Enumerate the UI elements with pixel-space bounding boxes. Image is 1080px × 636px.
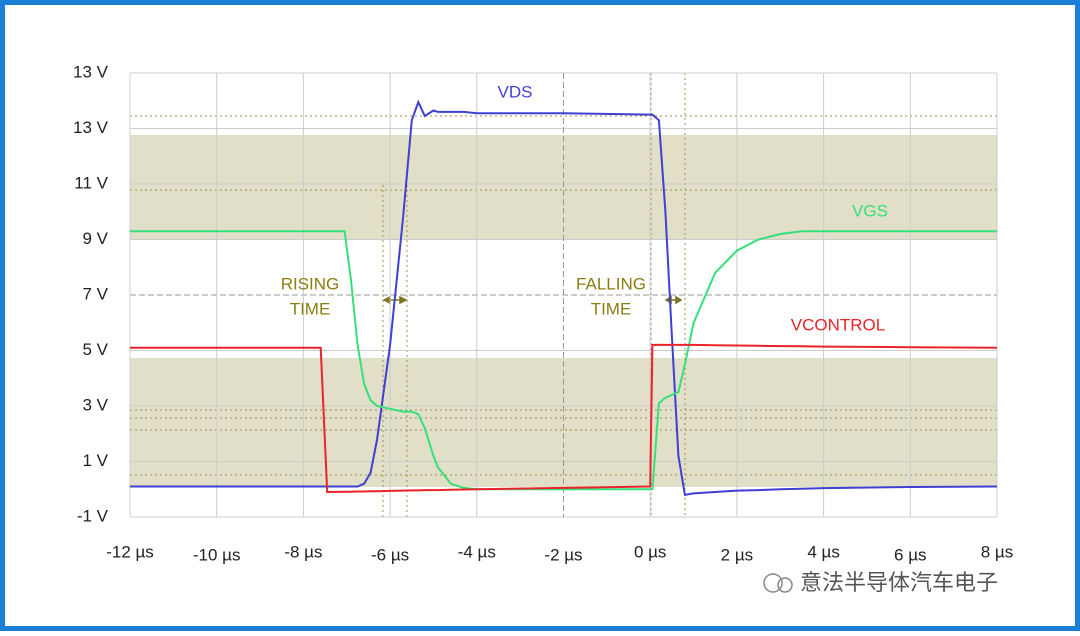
x-tick-label: -6 µs	[371, 545, 409, 564]
y-tick-label: 1 V	[82, 451, 108, 470]
x-tick-label: -2 µs	[544, 545, 582, 564]
annotation: RISING	[281, 274, 340, 293]
series-label: VGS	[852, 201, 888, 220]
annotation: TIME	[591, 299, 632, 318]
x-tick-label: 0 µs	[634, 542, 666, 561]
annotation: FALLING	[576, 274, 646, 293]
series-label: VCONTROL	[791, 315, 885, 334]
x-tick-label: 6 µs	[894, 545, 926, 564]
y-tick-label: 13 V	[73, 62, 109, 81]
annotation: TIME	[290, 299, 331, 318]
watermark-text: 意法半导体汽车电子	[800, 570, 998, 595]
x-tick-label: 2 µs	[721, 545, 753, 564]
band	[130, 358, 997, 487]
y-tick-label: 13 V	[73, 118, 109, 137]
series-line	[130, 99, 998, 496]
x-tick-label: -12 µs	[106, 542, 154, 561]
y-tick-label: -1 V	[77, 506, 109, 525]
x-tick-label: -8 µs	[284, 542, 322, 561]
y-tick-label: 11 V	[74, 173, 108, 192]
watermark: 意法半导体汽车电子	[763, 570, 998, 595]
y-tick-label: 7 V	[82, 284, 108, 303]
x-tick-label: -10 µs	[193, 545, 241, 564]
x-tick-label: 8 µs	[981, 542, 1013, 561]
x-tick-label: 4 µs	[807, 542, 839, 561]
y-tick-label: 5 V	[82, 340, 108, 359]
y-tick-label: 9 V	[82, 229, 108, 248]
y-tick-label: 3 V	[82, 395, 108, 414]
series-line	[130, 343, 998, 494]
x-tick-label: -4 µs	[458, 542, 496, 561]
series-label: VDS	[498, 82, 533, 101]
